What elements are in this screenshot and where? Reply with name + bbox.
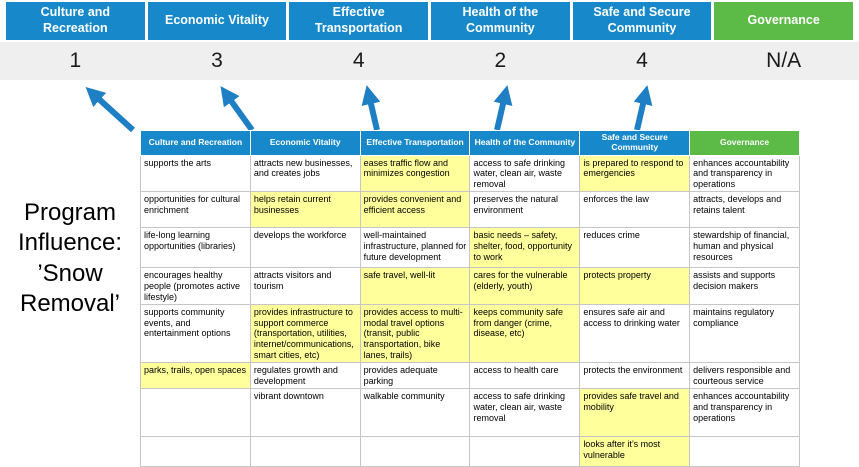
pillar-header-health-of-the-community: Health of the Community (431, 2, 570, 40)
matrix-cell-r5-c4: keeps community safe from danger (crime,… (469, 304, 581, 364)
matrix-cell-r6-c6: delivers responsible and courteous servi… (689, 362, 800, 390)
matrix-cell-r1-c4: access to safe drinking water, clean air… (469, 154, 581, 193)
matrix-cell-r7-c3: walkable community (359, 388, 471, 438)
matrix-cell-r3-c2: develops the workforce (249, 227, 361, 269)
pillar-header-culture-and-recreation: Culture and Recreation (6, 2, 145, 40)
pillar-header-economic-vitality: Economic Vitality (147, 2, 287, 40)
matrix-cell-r6-c3: provides adequate parking (359, 362, 471, 390)
matrix-row-2: opportunities for cultural enrichment hel… (140, 191, 800, 229)
matrix-cell-r6-c4: access to health care (469, 362, 581, 390)
matrix-cell-r5-c1: supports community events, and entertain… (140, 304, 251, 364)
matrix-cell-r1-c2: attracts new businesses, and creates job… (249, 154, 361, 193)
matrix-header-col-5: Safe and Secure Community (579, 130, 691, 156)
matrix-row-6: parks, trails, open spaces regulates grow… (140, 362, 800, 390)
influence-matrix: Culture and Recreation Economic Vitality E… (140, 130, 800, 467)
matrix-cell-r1-c6: enhances accountability and transparency… (689, 154, 800, 193)
matrix-cell-r7-c5: provides safe travel and mobility (579, 388, 691, 438)
influence-arrow-3 (361, 85, 381, 131)
matrix-cell-r7-c2: vibrant downtown (249, 388, 361, 438)
matrix-cell-r3-c5: reduces crime (579, 227, 691, 269)
matrix-cell-r4-c5: protects property (579, 267, 691, 306)
score-effective-transportation: 4 (352, 49, 365, 72)
matrix-cell-r1-c3: eases traffic flow and minimizes congest… (359, 154, 471, 193)
matrix-cell-r3-c3: well-maintained infrastructure, planned … (359, 227, 471, 269)
matrix-cell-r7-c1 (140, 388, 251, 438)
matrix-header-col-6: Governance (689, 130, 800, 156)
matrix-cell-r8-c3 (359, 436, 471, 467)
matrix-cell-r3-c6: stewardship of financial, human and phys… (689, 227, 800, 269)
matrix-cell-r8-c2 (249, 436, 361, 467)
matrix-cell-r5-c2: provides infrastructure to support comme… (249, 304, 361, 364)
matrix-cell-r6-c2: regulates growth and development (249, 362, 361, 390)
influence-arrow-2 (220, 86, 255, 132)
matrix-cell-r7-c6: enhances accountability and transparency… (689, 388, 800, 438)
matrix-cell-r4-c2: attracts visitors and tourism (249, 267, 361, 306)
influence-arrow-4 (493, 85, 513, 131)
matrix-header-col-4: Health of the Community (469, 130, 581, 156)
matrix-cell-r4-c4: cares for the vulnerable (elderly, youth… (469, 267, 581, 306)
influence-matrix-table: Culture and Recreation Economic Vitality E… (140, 130, 800, 467)
matrix-cell-r1-c1: supports the arts (140, 154, 251, 193)
matrix-cell-r2-c6: attracts, develops and retains talent (689, 191, 800, 229)
matrix-cell-r4-c1: encourages healthy people (promotes acti… (140, 267, 251, 306)
matrix-header-col-3: Effective Transportation (359, 130, 471, 156)
score-governance: N/A (766, 49, 802, 72)
pillar-header-safe-and-secure-community: Safe and Secure Community (572, 2, 712, 40)
matrix-header-col-2: Economic Vitality (249, 130, 361, 156)
matrix-head: Culture and Recreation Economic Vitality E… (140, 130, 800, 156)
influence-arrows (85, 85, 653, 132)
pillar-header-governance: Governance (714, 2, 853, 40)
score-band: 1 3 4 2 4 N/A (0, 42, 859, 80)
pillar-header-row: Culture and Recreation Economic Vitality… (6, 2, 853, 40)
matrix-cell-r1-c5: is prepared to respond to emergencies (579, 154, 691, 193)
matrix-cell-r8-c1 (140, 436, 251, 467)
matrix-body: supports the arts attracts new businesses… (140, 154, 800, 467)
matrix-cell-r2-c2: helps retain current businesses (249, 191, 361, 229)
matrix-cell-r3-c4: basic needs – safety, shelter, food, opp… (469, 227, 581, 269)
pillar-header-effective-transportation: Effective Transportation (289, 2, 428, 40)
matrix-cell-r5-c5: ensures safe air and access to drinking … (579, 304, 691, 364)
matrix-cell-r3-c1: life-long learning opportunities (librar… (140, 227, 251, 269)
influence-arrow-1 (85, 86, 136, 132)
matrix-row-7: vibrant downtown walkable community access… (140, 388, 800, 438)
matrix-cell-r2-c1: opportunities for cultural enrichment (140, 191, 251, 229)
score-safe-and-secure-community: 4 (636, 49, 648, 72)
matrix-cell-r2-c4: preserves the natural environment (469, 191, 581, 229)
matrix-cell-r5-c6: maintains regulatory compliance (689, 304, 800, 364)
matrix-row-1: supports the arts attracts new businesses… (140, 154, 800, 193)
matrix-header-col-1: Culture and Recreation (140, 130, 251, 156)
matrix-row-5: supports community events, and entertain… (140, 304, 800, 364)
score-health-of-the-community: 2 (494, 49, 507, 72)
matrix-cell-r4-c6: assists and supports decision makers (689, 267, 800, 306)
matrix-cell-r4-c3: safe travel, well-lit (359, 267, 471, 306)
matrix-row-8: looks after it’s most vulnerable (140, 436, 800, 467)
score-grid: 1 3 4 2 4 N/A (6, 42, 853, 80)
influence-arrow-5 (633, 85, 653, 131)
matrix-cell-r8-c6 (689, 436, 800, 467)
score-economic-vitality: 3 (211, 49, 223, 72)
matrix-cell-r2-c3: provides convenient and efficient access (359, 191, 471, 229)
matrix-cell-r7-c4: access to safe drinking water, clean air… (469, 388, 581, 438)
matrix-cell-r6-c5: protects the environment (579, 362, 691, 390)
matrix-cell-r8-c4 (469, 436, 581, 467)
matrix-cell-r5-c3: provides access to multi-modal travel op… (359, 304, 471, 364)
matrix-cell-r6-c1: parks, trails, open spaces (140, 362, 251, 390)
program-influence-title: Program Influence: ’Snow Removal’ (17, 199, 123, 318)
matrix-row-4: encourages healthy people (promotes acti… (140, 267, 800, 306)
score-culture-and-recreation: 1 (69, 49, 82, 72)
matrix-row-3: life-long learning opportunities (librar… (140, 227, 800, 269)
matrix-header-row: Culture and Recreation Economic Vitality E… (140, 130, 800, 156)
matrix-cell-r2-c5: enforces the law (579, 191, 691, 229)
matrix-cell-r8-c5: looks after it’s most vulnerable (579, 436, 691, 467)
